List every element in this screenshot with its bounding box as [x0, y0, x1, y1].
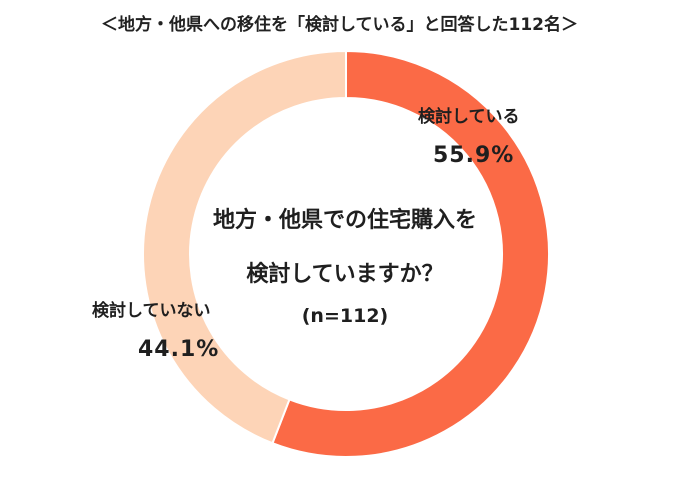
slice-label-not-considering: 検討していない [92, 301, 211, 321]
sample-size-label: (n=112) [301, 305, 389, 327]
center-question-line1: 地方・他県での住宅購入を [212, 208, 477, 233]
slice-value-not-considering: 44.1% [138, 337, 220, 362]
slice-not-considering [142, 49, 347, 445]
center-question-line2: 検討していますか？ [246, 262, 444, 287]
slice-value-considering: 55.9% [433, 143, 515, 168]
slice-label-considering: 検討している [418, 107, 520, 127]
slice-considering [271, 49, 550, 458]
chart-title: ＜地方・他県への移住を「検討している」と回答した112名＞ [101, 15, 578, 35]
